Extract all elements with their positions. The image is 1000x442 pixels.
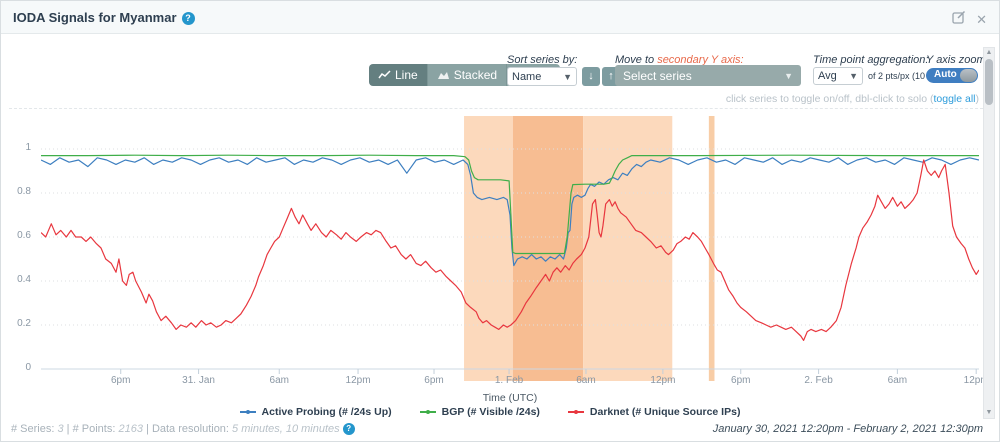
page-title: IODA Signals for Myanmar? <box>13 1 195 34</box>
scroll-up-arrow-icon[interactable]: ▲ <box>985 49 993 56</box>
legend-label: Active Probing (# /24s Up) <box>261 406 392 418</box>
x-axis-tick-label: 6am <box>887 375 908 386</box>
series-toggle-hint: click series to toggle on/off, dbl-click… <box>726 93 979 105</box>
date-range: January 30, 2021 12:20pm - February 2, 2… <box>712 423 983 435</box>
separator <box>9 108 983 109</box>
scrollbar-thumb[interactable] <box>985 59 993 105</box>
x-axis-tick-label: 6pm <box>424 375 444 386</box>
x-axis-tick-label: 6am <box>269 375 289 386</box>
separator: | <box>142 423 152 435</box>
auto-toggle-label: Auto <box>934 69 957 80</box>
series-count-label: # Series: <box>11 423 55 435</box>
chart-type-line-button[interactable]: Line <box>369 64 428 86</box>
series-count-value: 3 <box>57 423 64 435</box>
legend-label: BGP (# Visible /24s) <box>441 406 540 418</box>
secondary-axis-placeholder: Select series <box>623 68 692 83</box>
toggle-knob <box>960 69 977 82</box>
points-count-value: 2163 <box>118 423 143 435</box>
y-axis-zoom-label: Y axis zoom: <box>926 54 989 66</box>
chevron-down-icon: ▼ <box>849 71 858 81</box>
chart-type-line-label: Line <box>395 68 418 82</box>
help-icon[interactable]: ? <box>342 423 355 436</box>
sort-series-label: Sort series by: <box>507 54 578 66</box>
panel-header: IODA Signals for Myanmar? ✕ <box>1 1 999 34</box>
x-axis-tick-label: 6am <box>576 375 596 386</box>
points-count-label: # Points: <box>72 423 116 435</box>
stacked-chart-icon <box>437 70 450 80</box>
y-axis-tick-label: 0.8 <box>17 186 31 197</box>
series-line <box>41 154 979 255</box>
y-axis-zoom-auto-toggle[interactable]: Auto <box>926 68 978 83</box>
x-axis-tick-label: 12pm <box>345 375 371 386</box>
hint-text: click series to toggle on/off, dbl-click… <box>725 93 934 105</box>
legend-marker-icon <box>239 408 256 416</box>
sort-series-value: Name <box>512 70 542 83</box>
hint-suffix: ) <box>975 93 980 105</box>
resolution-value: 5 minutes, 10 minutes <box>232 423 340 435</box>
secondary-axis-label-prefix: Move to <box>615 54 658 66</box>
scroll-down-arrow-icon[interactable]: ▼ <box>985 409 993 416</box>
sort-series-select[interactable]: Name ▼ <box>507 67 577 86</box>
chart-legend: Active Probing (# /24s Up) BGP (# Visible… <box>1 406 979 418</box>
x-axis-title: Time (UTC) <box>482 392 538 404</box>
legend-marker-icon <box>419 408 436 416</box>
y-axis-tick-label: 0.4 <box>17 274 31 285</box>
y-axis-tick-label: 1 <box>25 142 31 153</box>
x-axis-tick-label: 12pm <box>650 375 676 386</box>
chart-type-stacked-label: Stacked <box>453 68 498 82</box>
series-line <box>41 157 979 267</box>
legend-label: Darknet (# Unique Source IPs) <box>589 406 741 418</box>
y-axis-tick-label: 0.2 <box>17 318 31 329</box>
sort-descending-button[interactable]: ↓ <box>582 67 600 86</box>
separator: | <box>63 423 73 435</box>
legend-item[interactable]: Darknet (# Unique Source IPs) <box>567 406 741 418</box>
outage-highlight-band <box>464 116 513 381</box>
secondary-axis-select[interactable]: Select series ▼ <box>615 65 801 86</box>
series-line <box>41 159 979 341</box>
aggregation-label: Time point aggregation: <box>813 54 929 66</box>
y-axis-tick-label: 0 <box>25 362 31 373</box>
legend-item[interactable]: BGP (# Visible /24s) <box>419 406 540 418</box>
x-axis-tick-label: 6pm <box>731 375 751 386</box>
aggregation-value: Avg <box>818 70 837 82</box>
resolution-label: Data resolution: <box>151 423 229 435</box>
aggregation-select[interactable]: Avg ▼ <box>813 67 863 85</box>
x-axis-tick-label: 12pm <box>963 375 989 386</box>
legend-item[interactable]: Active Probing (# /24s Up) <box>239 406 392 418</box>
outage-highlight-band <box>708 116 715 381</box>
x-axis-tick-label: 2. Feb <box>804 375 833 386</box>
x-axis-tick-label: 6pm <box>110 375 131 386</box>
aggregation-suffix: of 2 pts/px (10 minutes) <box>868 71 963 81</box>
y-axis-tick-label: 0.6 <box>17 230 31 241</box>
line-chart-icon <box>378 70 391 80</box>
chart-meta-info: # Series: 3 | # Points: 2163 | Data reso… <box>11 423 355 436</box>
secondary-axis-label: Move to secondary Y axis: <box>615 54 744 66</box>
outage-highlight-band <box>583 116 673 381</box>
x-axis-tick-label: 31. Jan <box>182 375 215 386</box>
page-title-text: IODA Signals for Myanmar <box>13 10 177 25</box>
close-icon[interactable]: ✕ <box>976 11 987 27</box>
chevron-down-icon: ▼ <box>563 71 572 82</box>
toggle-all-link[interactable]: toggle all <box>933 93 976 105</box>
chevron-down-icon: ▼ <box>784 70 793 81</box>
chart-plot-area[interactable] <box>41 116 979 381</box>
vertical-scrollbar[interactable]: ▲ ▼ <box>983 47 995 419</box>
legend-marker-icon <box>567 408 584 416</box>
edit-icon[interactable] <box>952 10 966 29</box>
x-axis-tick-label: 1. Feb <box>494 375 524 386</box>
help-icon[interactable]: ? <box>181 12 195 26</box>
secondary-axis-label-highlight: secondary Y axis: <box>657 54 744 66</box>
outage-highlight-band <box>512 116 584 381</box>
chart-type-stacked-button[interactable]: Stacked <box>427 64 508 86</box>
